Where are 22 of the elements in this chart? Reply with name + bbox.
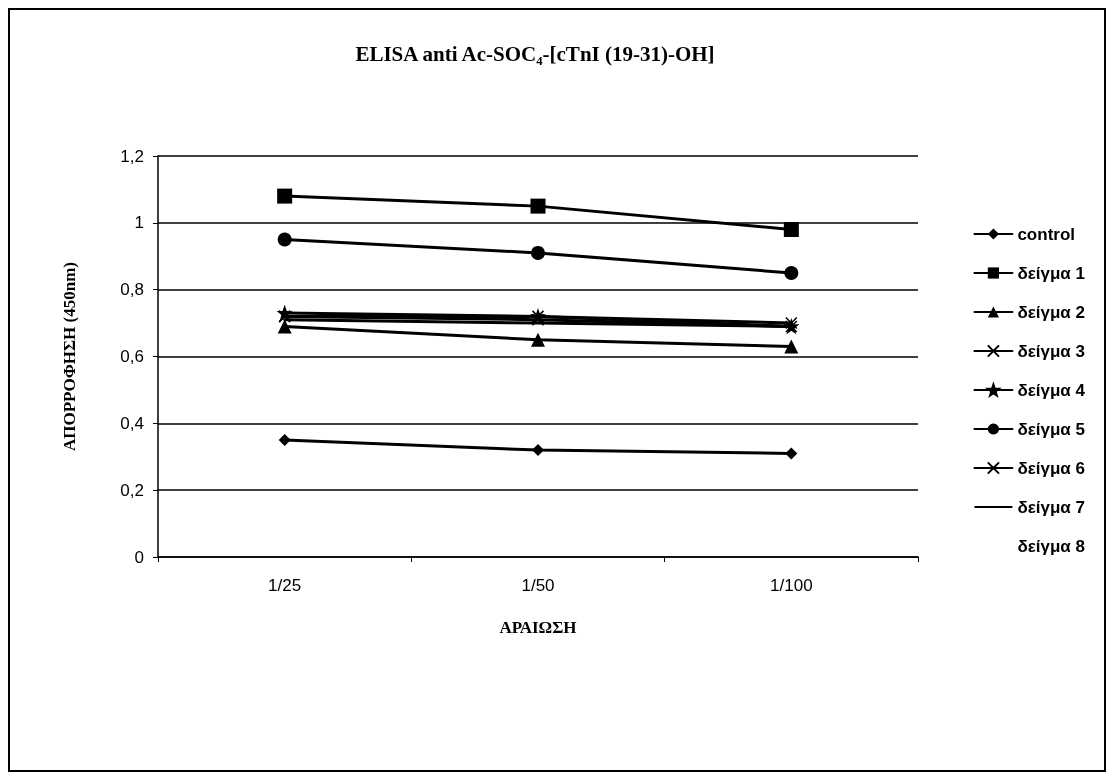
x-axis-title: ΑΡΑΙΩΣΗ bbox=[499, 618, 577, 637]
y-axis-title: ΑΠΟΡΡΟΦΗΣΗ (450nm) bbox=[60, 261, 79, 452]
x-tick-label: 1/100 bbox=[770, 576, 813, 595]
chart-title: ELISA anti Ac-SOC₄-[cTnI (19-31)-OH] bbox=[355, 41, 715, 66]
legend-label: δείγμα 4 bbox=[1017, 380, 1086, 400]
y-tick-label: 0,6 bbox=[120, 347, 144, 366]
legend-label: δείγμα 5 bbox=[1017, 419, 1086, 439]
legend-label: δείγμα 3 bbox=[1017, 341, 1086, 361]
x-tick-label: 1/50 bbox=[521, 576, 555, 595]
legend-label: δείγμα 2 bbox=[1017, 302, 1086, 322]
legend-label: δείγμα 6 bbox=[1017, 458, 1086, 478]
x-tick-label: 1/25 bbox=[268, 576, 302, 595]
legend-label: δείγμα 1 bbox=[1017, 263, 1086, 283]
y-tick-label: 0 bbox=[134, 547, 144, 567]
y-tick-label: 1,2 bbox=[120, 146, 144, 166]
y-tick-label: 0,2 bbox=[120, 480, 144, 500]
y-tick-label: 1 bbox=[134, 213, 144, 233]
legend-label: control bbox=[1017, 224, 1076, 244]
y-tick-label: 0,4 bbox=[120, 413, 144, 433]
legend-label: δείγμα 7 bbox=[1017, 497, 1086, 517]
y-tick-label: 0,8 bbox=[120, 280, 144, 300]
text: δείγμα 8 bbox=[1017, 536, 1086, 556]
